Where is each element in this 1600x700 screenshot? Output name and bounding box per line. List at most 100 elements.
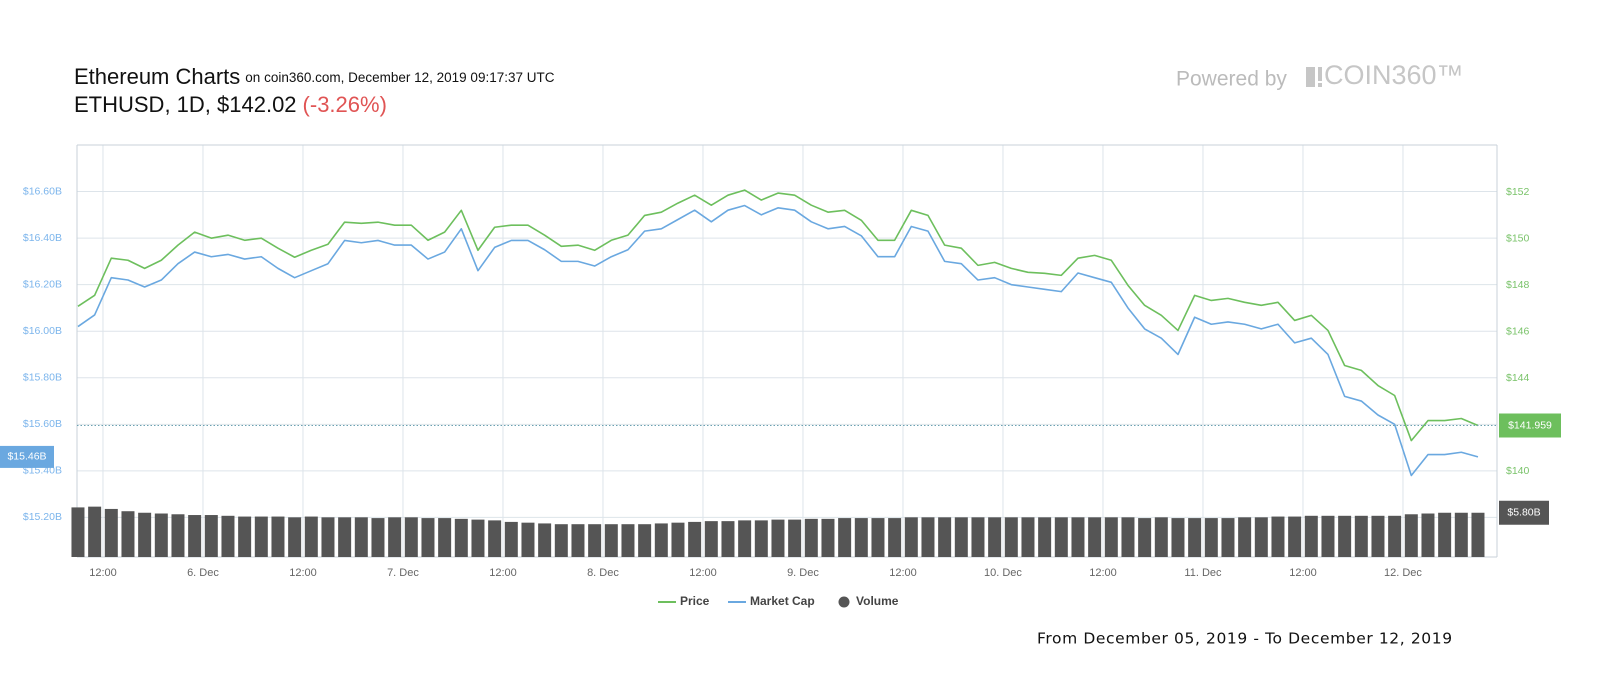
y-tick-label: $16.40B: [23, 232, 62, 244]
x-tick-label: 12:00: [489, 567, 517, 579]
x-tick-label: 12:00: [1289, 567, 1317, 579]
x-tick-label: 12:00: [289, 567, 317, 579]
volume-bar: [838, 518, 852, 557]
volume-bar: [871, 518, 885, 557]
volume-bar: [538, 523, 552, 557]
volume-bar: [1104, 517, 1118, 557]
volume-bar: [1254, 517, 1268, 557]
volume-bar: [521, 522, 535, 557]
brand-icon: [1306, 67, 1315, 87]
volume-bar: [1371, 515, 1385, 557]
volume-bar: [1004, 517, 1018, 557]
header-title-row: Ethereum Charts on coin360.com, December …: [74, 64, 555, 89]
volume-bar: [304, 516, 318, 557]
volume-bar: [1288, 516, 1302, 557]
y2-tick-label: $148: [1506, 279, 1530, 291]
volume-bar: [121, 511, 135, 557]
volume-bar: [104, 508, 118, 557]
chart-title: Ethereum Charts: [74, 64, 240, 89]
volume-bar: [904, 517, 918, 557]
volume-bar: [338, 517, 352, 557]
volume-bar: [404, 517, 418, 557]
y-tick-label: $16.20B: [23, 278, 62, 290]
volume-bar: [254, 516, 268, 557]
last-value-badge: $141.959: [77, 413, 1561, 438]
legend-label: Volume: [856, 594, 899, 608]
volume-bar: [1421, 513, 1435, 557]
y-tick-label: $15.60B: [23, 418, 62, 430]
last-value-badge: $15.46B: [0, 445, 54, 468]
badge-bg: [1499, 413, 1561, 438]
volume-bar: [771, 519, 785, 557]
volume-bar: [1154, 517, 1168, 557]
x-tick-label: 6. Dec: [187, 567, 219, 579]
y2-tick-label: $144: [1506, 372, 1530, 384]
volume-bar: [988, 517, 1002, 557]
volume-bar: [754, 520, 768, 557]
volume-bar: [1454, 512, 1468, 557]
volume-bar: [454, 518, 468, 557]
badge-label: $141.959: [1508, 419, 1552, 431]
volume-bar: [1171, 518, 1185, 557]
x-tick-label: 12:00: [1089, 567, 1117, 579]
volume-bar: [504, 521, 518, 557]
volume-bar: [321, 517, 335, 557]
volume-bar: [1138, 518, 1152, 557]
volume-bar: [188, 515, 202, 557]
volume-bar: [1088, 517, 1102, 557]
legend-item: Volume: [838, 594, 899, 608]
volume-bar: [1321, 515, 1335, 557]
volume-bar: [588, 524, 602, 557]
y2-tick-label: $140: [1506, 465, 1530, 477]
volume-bar: [1054, 517, 1068, 557]
last-value-badge: $5.80B: [1499, 500, 1549, 525]
y2-tick-label: $150: [1506, 232, 1530, 244]
volume-bar: [1121, 517, 1135, 557]
brand-icon: [1318, 67, 1322, 81]
volume-bar: [1354, 515, 1368, 557]
volume-bar: [1304, 515, 1318, 557]
volume-bar: [371, 518, 385, 557]
x-tick-label: 8. Dec: [587, 567, 619, 579]
x-tick-label: 12:00: [89, 567, 117, 579]
volume-bar: [1471, 512, 1485, 557]
volume-bar: [88, 506, 102, 557]
volume-bar: [971, 517, 985, 557]
volume-bar: [721, 521, 735, 557]
y-tick-label: $16.00B: [23, 325, 62, 337]
volume-bar: [938, 517, 952, 557]
price-change: (-3.26%): [303, 92, 387, 117]
volume-bar: [421, 518, 435, 557]
y2-tick-label: $146: [1506, 325, 1530, 337]
volume-bar: [71, 507, 85, 557]
volume-bar: [1221, 518, 1235, 557]
volume-bar: [471, 519, 485, 557]
volume-bar: [604, 524, 618, 557]
volume-bar: [171, 514, 185, 557]
volume-bar: [704, 521, 718, 557]
volume-bar: [888, 518, 902, 557]
series-line: [77, 189, 1479, 442]
ticker-row: ETHUSD, 1D, $142.02 (-3.26%): [74, 92, 387, 117]
volume-bar: [1238, 517, 1252, 557]
x-tick-label: 10. Dec: [984, 567, 1022, 579]
x-tick-label: 7. Dec: [387, 567, 419, 579]
volume-bar: [271, 516, 285, 557]
y-tick-label: $16.60B: [23, 185, 62, 197]
volume-bar: [571, 524, 585, 557]
volume-bar: [154, 513, 168, 557]
volume-bar: [788, 519, 802, 557]
y-tick-label: $15.80B: [23, 372, 62, 384]
volume-bar: [1188, 518, 1202, 557]
y2-tick-label: $152: [1506, 186, 1530, 198]
volume-bar: [1388, 515, 1402, 557]
badge-label: $15.46B: [7, 451, 46, 463]
brand-icon: [1318, 83, 1322, 87]
volume-bar: [621, 524, 635, 557]
volume-bar: [954, 517, 968, 557]
y-tick-label: $15.20B: [23, 511, 62, 523]
x-tick-label: 9. Dec: [787, 567, 819, 579]
badge-bg: [1499, 500, 1549, 525]
